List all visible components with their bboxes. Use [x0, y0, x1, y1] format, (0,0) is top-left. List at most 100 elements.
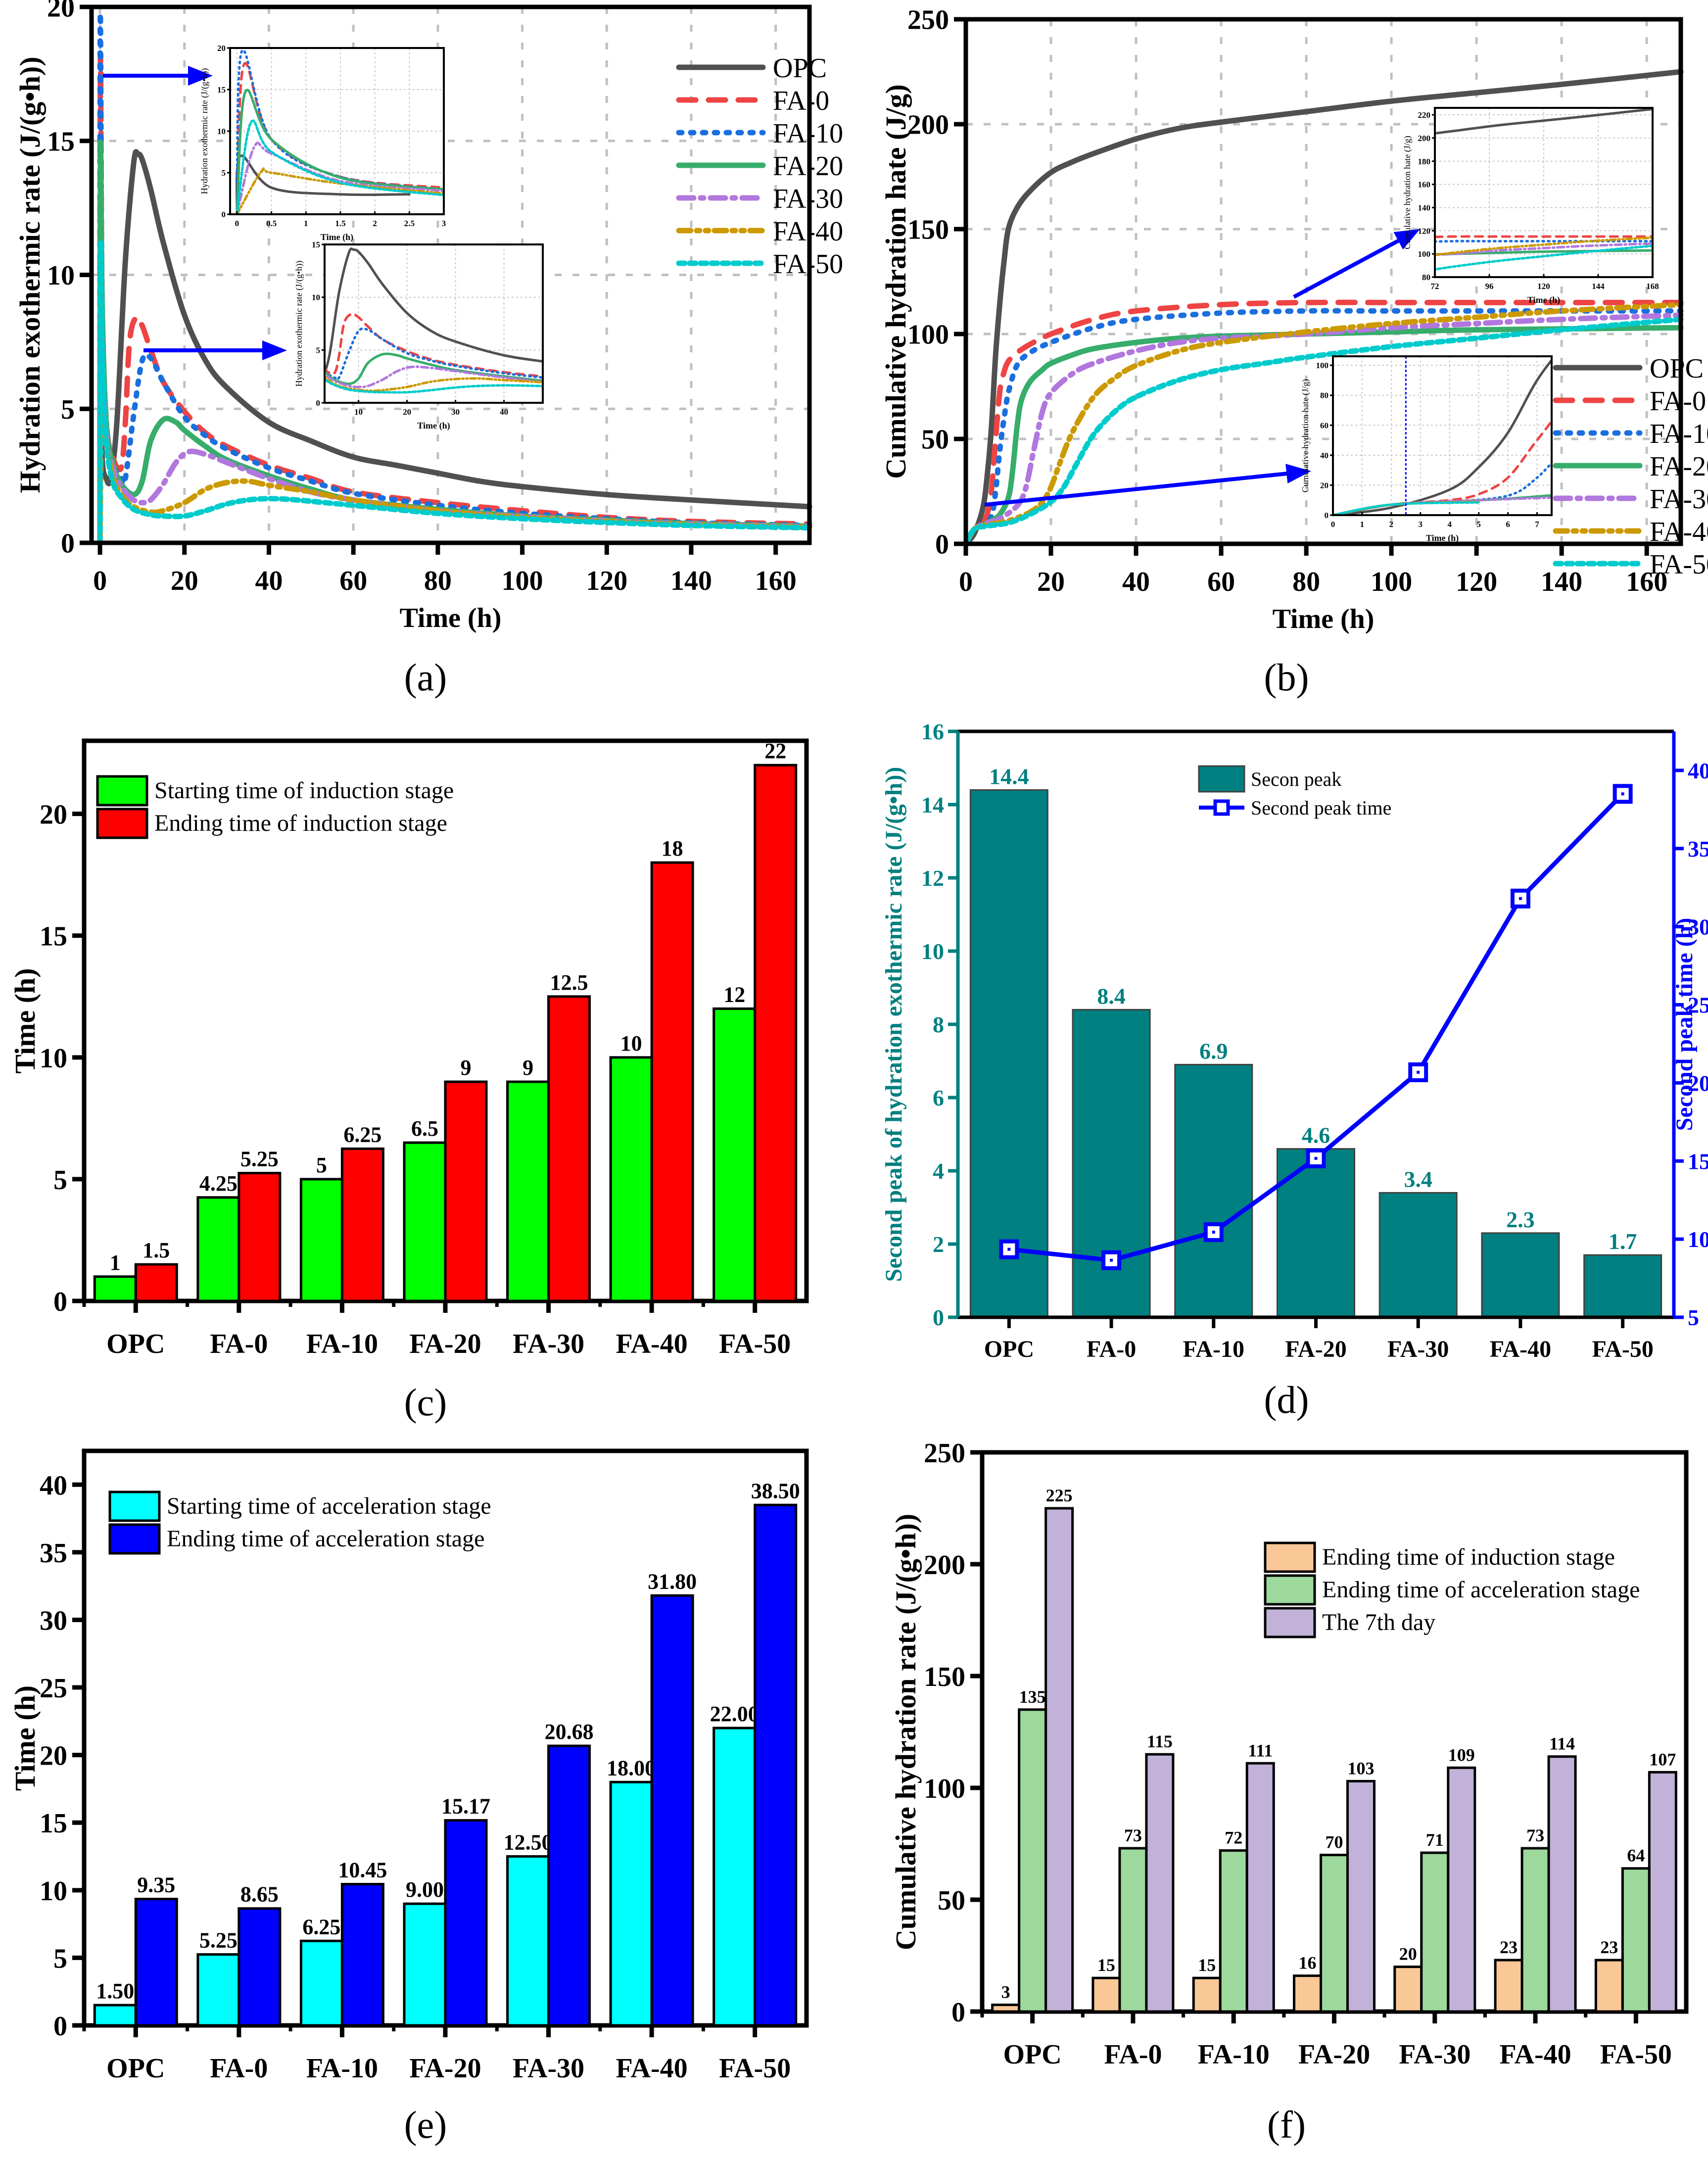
- inset-y-tick-label: 0: [222, 210, 226, 219]
- bar-data-label: 111: [1248, 1740, 1273, 1760]
- inset-y-tick-label: 160: [1418, 180, 1431, 190]
- bar-data-label: 3.4: [1404, 1166, 1432, 1192]
- bar-data-label: 1.7: [1609, 1229, 1637, 1254]
- series-line-fa-40: [963, 302, 1684, 547]
- second-peak-time-marker-dot: [1518, 897, 1522, 900]
- inset-series-line-fa-40: [236, 167, 444, 214]
- bar-data-label: 5.25: [199, 1928, 237, 1953]
- inset-x-tick-label: 1: [304, 219, 308, 228]
- y-axis-title: Time (h): [9, 968, 41, 1073]
- bar-data-label: 8.65: [240, 1882, 279, 1907]
- y2-tick-label: 15: [1688, 1149, 1708, 1174]
- zoom-arrow-head: [188, 66, 213, 86]
- legend-label-0: Starting time of induction stage: [154, 777, 454, 804]
- inset-x-tick-label: 1: [1360, 520, 1365, 529]
- series-line-fa-20: [963, 325, 1684, 547]
- inset-x-tick-label: 96: [1485, 282, 1494, 291]
- zoom-arrow-head: [1393, 229, 1420, 250]
- x-tick-label: FA-40: [1500, 2039, 1571, 2070]
- legend-swatch-1: [96, 808, 148, 839]
- y-tick-label: 6: [933, 1085, 944, 1110]
- bar-data-label: 9: [461, 1056, 472, 1080]
- inset-series-line-fa-30: [325, 365, 543, 388]
- inset-series-group: [235, 48, 444, 214]
- x-tick-label: FA-30: [1399, 2039, 1471, 2070]
- bar-data-label: 64: [1627, 1846, 1645, 1866]
- inset-x-tick-label: 5: [1476, 520, 1481, 529]
- bar-data-label: 15.17: [441, 1794, 490, 1819]
- x-tick-label: 80: [424, 566, 452, 596]
- y-tick-label: 5: [61, 394, 75, 425]
- x-tick-label: FA-0: [210, 2053, 268, 2084]
- y-tick-label: 0: [53, 1287, 67, 1317]
- x-tick-label: FA-50: [719, 1329, 791, 1359]
- y-tick-label: 10: [47, 260, 75, 291]
- bar-fa-20-series-1: [1320, 1854, 1349, 2013]
- x-tick-label: FA-10: [306, 1329, 378, 1359]
- panel-label-b: (b): [1264, 656, 1309, 699]
- zoom-arrow: [1293, 239, 1399, 299]
- bar-fa-50-series-1: [754, 1503, 798, 2027]
- bar-data-label: 1: [110, 1250, 121, 1275]
- panel-c-induction-stage-chart: 1 1.5 OPC 4.255.25 FA-0 5 6.25 FA-10 6.5 9 FA-20 9 1…: [9, 738, 809, 1424]
- y-tick-label: 15: [40, 1808, 67, 1839]
- bar-opc-series-1: [1018, 1708, 1047, 2013]
- inset-x-axis-title: Time (h): [1426, 533, 1459, 543]
- legend-label-fa-0: FA-0: [1650, 386, 1706, 417]
- bar-fa-10-series-0: [299, 1939, 343, 2027]
- inset-series-line-fa-0: [1435, 235, 1653, 239]
- legend-label-fa-30: FA-30: [773, 184, 843, 214]
- inset-series-line-fa-10: [325, 327, 543, 381]
- panel-label: (f): [1267, 2103, 1306, 2146]
- inset-y-tick-label: 10: [312, 293, 320, 302]
- y-tick-label: 15: [40, 921, 67, 952]
- legend-label-1: Ending time of induction stage: [154, 810, 447, 836]
- bar-fa-20-series-1: [444, 1080, 488, 1302]
- inset-y-tick-label: 80: [1422, 273, 1430, 282]
- series-line-opc: [97, 149, 812, 546]
- bar-data-label: 18: [662, 836, 683, 861]
- inset-series-group: [1333, 358, 1552, 515]
- panel-e-acceleration-stage-chart: 1.50 9.35 OPC 5.258.65 FA-0 6.25 10.45 FA-10 9.0…: [9, 1448, 809, 2146]
- bar-fa-20-series-0: [403, 1902, 447, 2027]
- bar-fa-0-series-1: [1118, 1847, 1148, 2013]
- y-axis-title: Hydration exothermic rate (J/(g•h)): [14, 56, 46, 493]
- legend-label-0: Starting time of acceleration stage: [167, 1493, 491, 1519]
- x-tick-label: FA-50: [1592, 1336, 1653, 1362]
- inset-y-tick-label: 5: [222, 168, 226, 178]
- bar-data-label: 38.50: [751, 1479, 800, 1503]
- y2-tick-label: 35: [1688, 836, 1708, 862]
- x-tick-label: 120: [586, 566, 627, 596]
- bar-data-label: 1.5: [142, 1238, 170, 1262]
- inset-x-tick-label: 7: [1535, 520, 1539, 529]
- inset-y-tick-label: 120: [1418, 226, 1431, 236]
- bar-fa-50-series-0: [712, 1007, 757, 1302]
- bar-data-label: 18.00: [607, 1756, 656, 1780]
- bar-data-label: 70: [1326, 1832, 1343, 1852]
- inset-x-tick-label: 3: [1419, 520, 1423, 529]
- inset-series-line-fa-20: [236, 89, 444, 214]
- bar-fa-50-series-1: [754, 764, 798, 1302]
- legend-swatch-2: [1264, 1607, 1316, 1638]
- inset-x-tick-label: 144: [1592, 282, 1605, 291]
- second-peak-time-marker: [1613, 784, 1633, 804]
- y-tick-label: 0: [935, 529, 949, 560]
- zoom-arrow-head: [262, 340, 287, 360]
- x-axis-title: Time (h): [400, 603, 502, 633]
- bar-fa-40-series-1: [650, 861, 694, 1302]
- bar-opc-series-0: [93, 2004, 137, 2027]
- second-peak-time-marker-dot: [1621, 792, 1624, 796]
- legend-swatch-marker: [1213, 799, 1230, 816]
- inset-series-line-fa-50: [1435, 244, 1653, 271]
- bar-fa-0-series-1: [237, 1907, 282, 2027]
- bar-fa-20-series-0: [1293, 1974, 1322, 2013]
- inset-y-tick-label: 220: [1418, 110, 1431, 120]
- bar-data-label: 225: [1046, 1486, 1073, 1505]
- inset-series-group: [325, 247, 543, 394]
- inset-y-axis-title: Cumulative hydration hate (J/g): [1402, 136, 1413, 249]
- legend-label-bar: Secon peak: [1251, 768, 1341, 790]
- y-tick-label: 10: [40, 1043, 67, 1074]
- legend-label-opc: OPC: [1650, 353, 1704, 384]
- inset-x-tick-label: 2: [373, 219, 377, 228]
